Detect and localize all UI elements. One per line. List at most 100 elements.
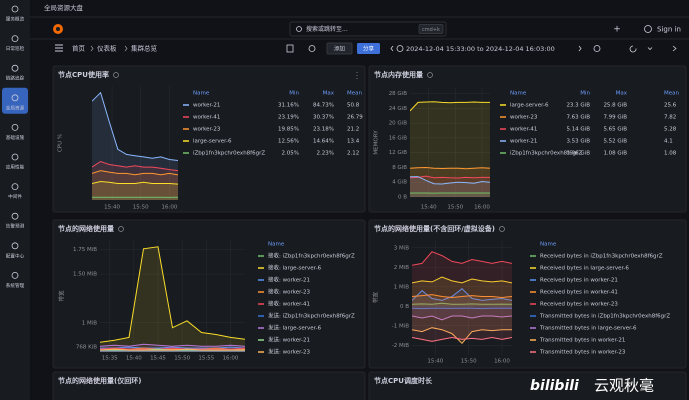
legend-name[interactable]: 接收: iZbp1fn3kpchr0exh8f6grZ	[268, 252, 355, 260]
legend-name[interactable]: 发送: worker-23	[268, 348, 310, 356]
breadcrumb-separator	[90, 45, 94, 52]
sign-in[interactable]: Sign in	[657, 26, 681, 34]
x-tick-label: 15:40	[427, 359, 443, 365]
legend-header: Name	[510, 91, 527, 97]
menu-toggle[interactable]	[55, 44, 63, 52]
sidebar-item[interactable]: 基础设施	[6, 134, 25, 141]
legend-name[interactable]: worker-23	[193, 127, 221, 133]
legend-stat: 21.2	[347, 127, 359, 133]
legend-name[interactable]: 发送: iZbp1fn3kpchr0exh8f6grZ	[268, 312, 355, 320]
legend-stat: 5.52 GiB	[603, 139, 627, 145]
legend-name[interactable]: 发送: large-server-6	[268, 324, 322, 332]
legend-name[interactable]: Transmitted bytes in worker-21	[539, 338, 625, 344]
legend-name[interactable]: 接收: worker-21	[268, 276, 310, 284]
search-box[interactable]	[289, 21, 447, 37]
sidebar-item[interactable]: 系统管理	[6, 282, 25, 289]
refresh-menu[interactable]	[647, 47, 653, 51]
legend-name[interactable]: worker-23	[510, 115, 538, 121]
info-icon[interactable]	[499, 226, 505, 232]
legend-stat: 7.99 GiB	[603, 115, 627, 121]
legend: Name Min Max Mean large-server-6 23.3 GiB 25.8…	[500, 91, 679, 157]
y-tick-label: 4 GiB	[392, 180, 407, 186]
legend-name[interactable]: 接收: worker-41	[268, 300, 310, 308]
sidebar-icon	[11, 94, 19, 102]
y-tick-label: 0 B	[400, 304, 409, 310]
panel-title: 节点CPU调度时长	[374, 376, 433, 385]
breadcrumb-item[interactable]: 首页	[72, 44, 86, 53]
area	[92, 197, 178, 200]
info-icon[interactable]	[113, 72, 119, 78]
user-icon	[644, 25, 652, 33]
sidebar-item[interactable]: 配置中心	[6, 252, 25, 259]
legend-name[interactable]: Received bytes in iZbp1fn3kpchr0exh8f6gr…	[540, 254, 663, 260]
sidebar-item[interactable]: 服务概览	[6, 16, 25, 23]
zoom-out[interactable]	[593, 45, 601, 52]
legend-name[interactable]: iZbp1fn3kpchr0exh8f6grZ	[510, 151, 582, 157]
new-button[interactable]: +	[613, 25, 621, 35]
line	[92, 160, 178, 172]
area	[92, 181, 178, 200]
sidebar-item[interactable]: 中间件	[8, 193, 22, 200]
time-forward[interactable]	[578, 45, 582, 52]
legend-name[interactable]: large-server-6	[510, 103, 549, 109]
breadcrumb-item[interactable]: 仪表板	[97, 44, 117, 53]
x-tick-label: 15:50	[461, 359, 477, 365]
legend-name[interactable]: Transmitted bytes in worker-23	[539, 350, 626, 356]
legend-name[interactable]: worker-21	[510, 139, 537, 145]
y-tick-label: 3 MiB	[394, 245, 410, 251]
legend-name[interactable]: Transmitted bytes in large-server-6	[539, 326, 637, 332]
info-icon[interactable]	[427, 72, 433, 78]
settings-icon[interactable]	[308, 45, 316, 52]
info-icon[interactable]	[118, 226, 124, 232]
legend-name[interactable]: Transmitted bytes in iZbp1fn3kpchr0exh8f…	[539, 314, 670, 320]
sidebar-item[interactable]: 告警预测	[6, 223, 25, 230]
add-button[interactable]	[326, 42, 353, 55]
y-axis-label: 带宽	[372, 292, 380, 304]
save-icon[interactable]	[286, 44, 294, 53]
collapse[interactable]	[672, 45, 677, 52]
line	[92, 180, 178, 185]
sidebar-item[interactable]: 全局资源	[6, 104, 25, 111]
area	[412, 288, 512, 307]
sidebar-item[interactable]: 应用性能	[6, 164, 25, 171]
legend-name[interactable]: Received bytes in large-server-6	[540, 266, 629, 272]
area	[412, 306, 512, 320]
x-tick-label: 16:00	[494, 359, 510, 365]
sidebar-icon	[11, 271, 19, 279]
line	[410, 101, 490, 112]
share-button[interactable]	[357, 43, 380, 54]
time-back[interactable]	[390, 45, 394, 52]
logo-inner	[56, 27, 60, 31]
area	[92, 170, 178, 200]
legend-name[interactable]: Received bytes in worker-21	[540, 278, 618, 284]
legend-stat: 1.06 GiB	[566, 151, 590, 157]
legend-name[interactable]: 接收: worker-23	[268, 288, 310, 296]
line	[410, 166, 490, 170]
plot-area	[100, 246, 245, 352]
line	[100, 348, 245, 351]
breadcrumb-separator	[124, 45, 128, 52]
legend-name[interactable]: Received bytes in worker-41	[540, 290, 618, 296]
y-tick-label: -1 MiB	[392, 323, 410, 329]
y-tick-label: 20 GiB	[389, 121, 408, 127]
refresh[interactable]	[629, 45, 637, 53]
legend-name[interactable]: worker-41	[510, 127, 537, 133]
page-title: 全局资源大盘	[44, 3, 84, 12]
legend-name[interactable]: Received bytes in worker-23	[540, 302, 618, 308]
legend-name[interactable]: iZbp1fn3kpchr0exh8f6grZ	[193, 151, 265, 157]
legend-name[interactable]: worker-21	[193, 103, 220, 109]
legend-stat: 26.79	[347, 115, 363, 121]
legend-name[interactable]: worker-41	[193, 115, 220, 121]
y-tick-label: 1.75 MiB	[73, 247, 97, 253]
line	[410, 176, 490, 185]
sidebar-item[interactable]: 日常巡检	[6, 45, 25, 52]
line	[412, 336, 512, 342]
sidebar-icon	[11, 124, 19, 131]
legend-name[interactable]: large-server-6	[193, 139, 232, 145]
area	[410, 101, 490, 197]
legend-name[interactable]: 接收: large-server-6	[268, 264, 322, 272]
time-range[interactable]: 2024-12-04 15:33:00 to 2024-12-04 16:03:…	[406, 45, 555, 53]
sidebar-item[interactable]: 链路追踪	[6, 75, 25, 82]
legend-name[interactable]: 发送: worker-21	[268, 336, 310, 344]
